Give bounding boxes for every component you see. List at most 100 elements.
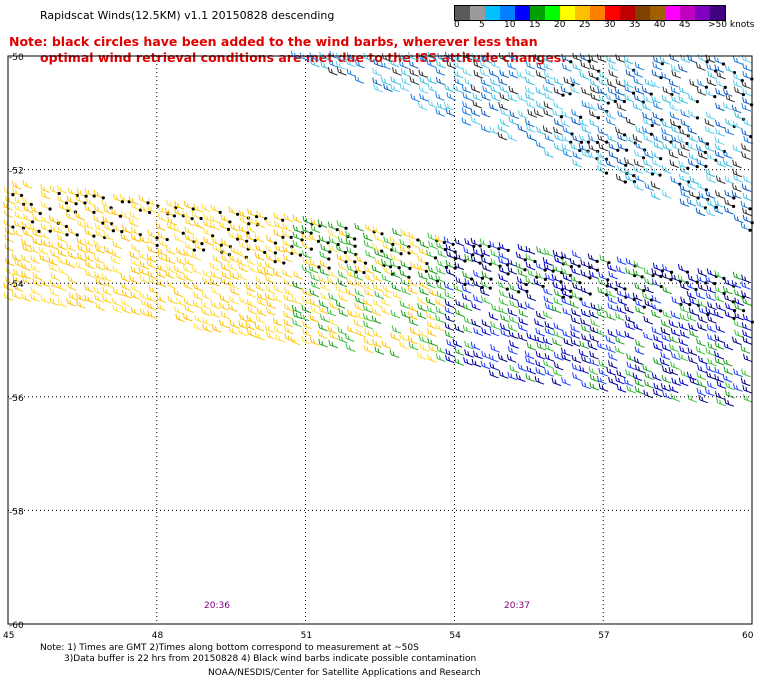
wind-barb [400,228,411,238]
wind-barb [48,257,59,266]
wind-barb [689,376,699,386]
map-title: Rapidscat Winds(12.5KM) v1.1 20150828 de… [40,9,335,22]
wind-barb [695,199,708,210]
wind-barb [407,285,418,295]
wind-barb [128,196,139,205]
wind-barb [733,214,744,224]
wind-barb [526,132,537,142]
wind-barb [371,315,382,325]
wind-barb [246,314,257,324]
wind-barb [544,248,554,257]
wind-barb [581,125,592,134]
colorbar-label: >50 knots [708,20,755,30]
wind-barb [120,282,131,291]
wind-barb [363,320,373,330]
wind-barb [57,248,67,257]
wind-barb [373,83,383,93]
wind-barb [65,211,76,221]
wind-barb [563,76,575,87]
wind-barb [356,255,368,265]
wind-barb [257,267,267,276]
wind-barb [335,52,346,62]
wind-barb [535,70,546,79]
wind-barb [508,116,519,126]
wind-barb [417,255,429,266]
wind-barb [563,337,574,347]
wind-barb [56,184,67,194]
wind-barb [374,257,386,268]
wind-barb [569,258,581,268]
wind-barb [389,259,401,270]
wind-barb [724,398,734,407]
wind-barb [22,243,32,253]
wind-barb [147,245,157,254]
wind-barb [30,255,40,264]
wind-barb [509,299,519,309]
wind-barb [615,336,625,345]
wind-barb [264,261,275,270]
wind-barb [723,341,734,351]
wind-barb [660,351,670,360]
wind-barb [121,289,132,299]
wind-barb [5,195,15,205]
wind-barbs [2,50,754,407]
wind-barb [553,101,563,110]
wind-barb [400,68,411,77]
wind-barb [444,313,455,323]
wind-barb [741,80,752,90]
wind-barb [706,324,717,333]
wind-barb [284,325,294,335]
wind-barb [551,108,564,119]
wind-barb [634,346,645,355]
wind-barb [651,309,661,319]
wind-barb [193,204,204,213]
wind-barb [290,50,301,60]
wind-barb [731,190,742,199]
wind-barb [651,278,663,289]
wind-barb [399,83,410,92]
wind-barb [112,265,123,275]
wind-barb [526,332,537,341]
wind-barb [713,309,724,319]
wind-barb [624,157,634,166]
wind-barb [587,102,598,111]
wind-barb [617,296,628,306]
wind-barb [462,270,474,281]
wind-barb [661,119,672,129]
wind-barb [535,86,546,96]
wind-barb [535,367,546,376]
wind-barb [320,243,332,254]
wind-barb [516,70,527,79]
wind-barb [497,280,509,291]
wind-barb [697,299,708,308]
wind-barb [714,150,725,159]
wind-barb [228,303,238,313]
wind-barb [473,70,484,79]
wind-barb [704,118,715,127]
wind-barb [525,246,536,255]
wind-barb [707,70,717,80]
wind-barb [588,270,599,279]
wind-barb [30,293,40,302]
wind-barb [5,266,16,276]
wind-barb [633,260,644,270]
wind-barb [633,93,645,104]
wind-barb [318,305,329,315]
wind-barb [310,224,321,234]
wind-barb [239,313,249,323]
wind-barb [697,135,710,146]
wind-barb [660,383,671,392]
wind-barb [651,326,662,336]
wind-barb [590,92,601,102]
wind-barb [345,238,357,248]
wind-barb [319,314,330,323]
wind-barb [488,353,499,363]
wind-barb [635,339,645,348]
wind-barb [228,231,240,241]
wind-barb [596,54,607,63]
wind-barb [743,353,753,363]
wind-barb [515,261,527,272]
wind-barb [625,314,635,324]
wind-barb [256,292,267,301]
wind-barb [634,299,646,309]
